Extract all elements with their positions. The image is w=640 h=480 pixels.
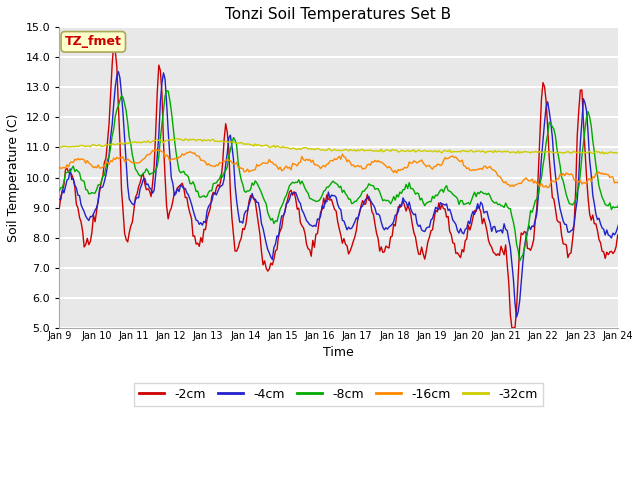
Line: -8cm: -8cm — [60, 91, 640, 261]
Legend: -2cm, -4cm, -8cm, -16cm, -32cm: -2cm, -4cm, -8cm, -16cm, -32cm — [134, 383, 543, 406]
Line: -32cm: -32cm — [60, 139, 640, 154]
-16cm — [482, 163, 490, 169]
-8cm — [516, 258, 524, 264]
Line: -2cm: -2cm — [60, 43, 640, 328]
-2cm — [572, 188, 579, 194]
X-axis label: Time: Time — [323, 346, 354, 359]
-4cm — [115, 69, 122, 74]
-16cm — [94, 162, 102, 168]
-4cm — [364, 196, 371, 202]
-4cm — [94, 199, 102, 205]
-2cm — [56, 205, 63, 211]
-8cm — [94, 182, 102, 188]
-16cm — [544, 185, 552, 191]
Text: TZ_fmet: TZ_fmet — [65, 36, 122, 48]
-4cm — [513, 314, 520, 320]
-32cm — [173, 136, 181, 142]
Line: -4cm: -4cm — [60, 72, 640, 317]
-32cm — [56, 144, 63, 149]
-32cm — [364, 148, 371, 154]
-32cm — [482, 150, 490, 156]
-8cm — [56, 188, 63, 193]
Y-axis label: Soil Temperature (C): Soil Temperature (C) — [7, 113, 20, 242]
Line: -16cm: -16cm — [60, 149, 640, 188]
-8cm — [364, 185, 371, 191]
-16cm — [364, 162, 371, 168]
-8cm — [76, 170, 83, 176]
-4cm — [56, 197, 63, 203]
Title: Tonzi Soil Temperatures Set B: Tonzi Soil Temperatures Set B — [225, 7, 452, 22]
-2cm — [110, 40, 118, 46]
-8cm — [572, 197, 579, 203]
-32cm — [600, 151, 607, 157]
-4cm — [76, 193, 83, 199]
-16cm — [56, 163, 63, 169]
-2cm — [482, 221, 490, 227]
-16cm — [152, 146, 159, 152]
-32cm — [76, 143, 83, 149]
-8cm — [482, 191, 490, 196]
-2cm — [76, 215, 83, 220]
-2cm — [508, 325, 516, 331]
-4cm — [572, 208, 579, 214]
-2cm — [94, 197, 102, 203]
-8cm — [163, 88, 170, 94]
-2cm — [364, 192, 371, 197]
-32cm — [570, 148, 578, 154]
-16cm — [76, 157, 83, 163]
-4cm — [482, 209, 490, 215]
-16cm — [572, 177, 579, 182]
-32cm — [94, 142, 102, 148]
